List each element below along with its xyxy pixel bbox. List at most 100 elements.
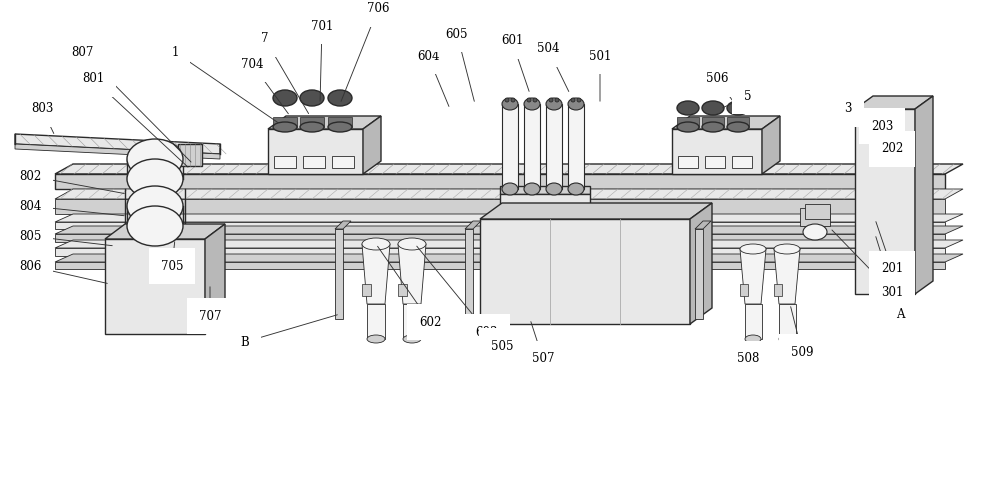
Polygon shape bbox=[690, 203, 712, 324]
Text: 601: 601 bbox=[501, 34, 523, 47]
Polygon shape bbox=[672, 116, 780, 129]
Bar bbox=[274, 156, 296, 168]
Bar bbox=[779, 304, 796, 339]
Text: 701: 701 bbox=[311, 19, 333, 32]
Ellipse shape bbox=[367, 335, 385, 343]
Ellipse shape bbox=[774, 244, 800, 254]
Ellipse shape bbox=[328, 90, 352, 106]
Ellipse shape bbox=[677, 101, 699, 115]
Text: 509: 509 bbox=[791, 346, 813, 359]
Polygon shape bbox=[15, 134, 220, 154]
Ellipse shape bbox=[740, 244, 766, 254]
Bar bbox=[125, 224, 185, 234]
Bar bbox=[805, 204, 830, 219]
Polygon shape bbox=[774, 249, 800, 304]
Text: 7: 7 bbox=[261, 32, 269, 45]
Bar bbox=[55, 248, 945, 256]
Text: B: B bbox=[241, 335, 249, 348]
Polygon shape bbox=[55, 254, 963, 262]
Polygon shape bbox=[855, 96, 933, 109]
Polygon shape bbox=[268, 116, 381, 129]
Ellipse shape bbox=[527, 98, 531, 102]
Polygon shape bbox=[762, 116, 780, 174]
Ellipse shape bbox=[127, 206, 183, 246]
Bar bbox=[546, 104, 562, 189]
Ellipse shape bbox=[273, 90, 297, 106]
Bar bbox=[55, 234, 945, 242]
Bar bbox=[524, 104, 540, 189]
Bar bbox=[362, 284, 371, 296]
Ellipse shape bbox=[779, 335, 795, 343]
Ellipse shape bbox=[568, 183, 584, 195]
Polygon shape bbox=[740, 249, 766, 304]
Bar bbox=[273, 117, 297, 127]
Polygon shape bbox=[55, 240, 963, 248]
Bar bbox=[500, 186, 590, 194]
Polygon shape bbox=[335, 221, 351, 229]
Text: 603: 603 bbox=[476, 326, 498, 338]
Text: 805: 805 bbox=[19, 229, 41, 242]
Ellipse shape bbox=[524, 98, 540, 110]
Bar bbox=[300, 117, 324, 127]
Text: 505: 505 bbox=[491, 339, 513, 352]
Text: 806: 806 bbox=[19, 259, 41, 272]
Ellipse shape bbox=[677, 122, 699, 132]
Bar bbox=[677, 117, 699, 127]
Bar bbox=[678, 156, 698, 168]
Ellipse shape bbox=[568, 98, 584, 110]
Ellipse shape bbox=[398, 238, 426, 250]
Text: 807: 807 bbox=[71, 45, 93, 59]
Bar bbox=[480, 219, 690, 324]
Text: A: A bbox=[896, 307, 904, 320]
Ellipse shape bbox=[524, 183, 540, 195]
Ellipse shape bbox=[546, 98, 562, 110]
Polygon shape bbox=[363, 116, 381, 174]
Bar bbox=[695, 229, 703, 319]
Ellipse shape bbox=[533, 98, 537, 102]
Ellipse shape bbox=[505, 98, 509, 102]
Bar bbox=[568, 104, 584, 189]
Bar bbox=[727, 117, 749, 127]
Polygon shape bbox=[55, 214, 963, 222]
Polygon shape bbox=[55, 226, 963, 234]
Text: 202: 202 bbox=[881, 142, 903, 155]
Text: 508: 508 bbox=[737, 352, 759, 365]
Text: 707: 707 bbox=[199, 309, 221, 322]
Bar bbox=[55, 262, 945, 269]
Ellipse shape bbox=[727, 122, 749, 132]
Ellipse shape bbox=[273, 122, 297, 132]
Text: 605: 605 bbox=[446, 28, 468, 41]
Bar bbox=[502, 104, 518, 189]
Bar bbox=[800, 208, 830, 226]
Polygon shape bbox=[465, 221, 481, 229]
Bar bbox=[398, 284, 407, 296]
Ellipse shape bbox=[502, 183, 518, 195]
Bar bbox=[178, 144, 202, 166]
Ellipse shape bbox=[502, 98, 518, 110]
Bar bbox=[55, 222, 945, 229]
Polygon shape bbox=[915, 96, 933, 294]
Ellipse shape bbox=[745, 335, 761, 343]
Ellipse shape bbox=[328, 122, 352, 132]
Polygon shape bbox=[480, 203, 712, 219]
Ellipse shape bbox=[362, 238, 390, 250]
Text: 506: 506 bbox=[706, 73, 728, 86]
Ellipse shape bbox=[511, 98, 515, 102]
Ellipse shape bbox=[549, 98, 553, 102]
Text: 801: 801 bbox=[82, 73, 104, 86]
Text: 501: 501 bbox=[589, 49, 611, 62]
Ellipse shape bbox=[127, 186, 183, 226]
Ellipse shape bbox=[577, 98, 581, 102]
Bar bbox=[855, 109, 915, 294]
Bar bbox=[403, 304, 421, 339]
Ellipse shape bbox=[803, 224, 827, 240]
Bar bbox=[702, 117, 724, 127]
Text: 203: 203 bbox=[871, 120, 893, 133]
Ellipse shape bbox=[571, 98, 575, 102]
Ellipse shape bbox=[546, 183, 562, 195]
Text: 201: 201 bbox=[881, 262, 903, 275]
Ellipse shape bbox=[127, 139, 183, 179]
Polygon shape bbox=[398, 244, 426, 304]
Bar bbox=[332, 156, 354, 168]
Bar bbox=[328, 117, 352, 127]
